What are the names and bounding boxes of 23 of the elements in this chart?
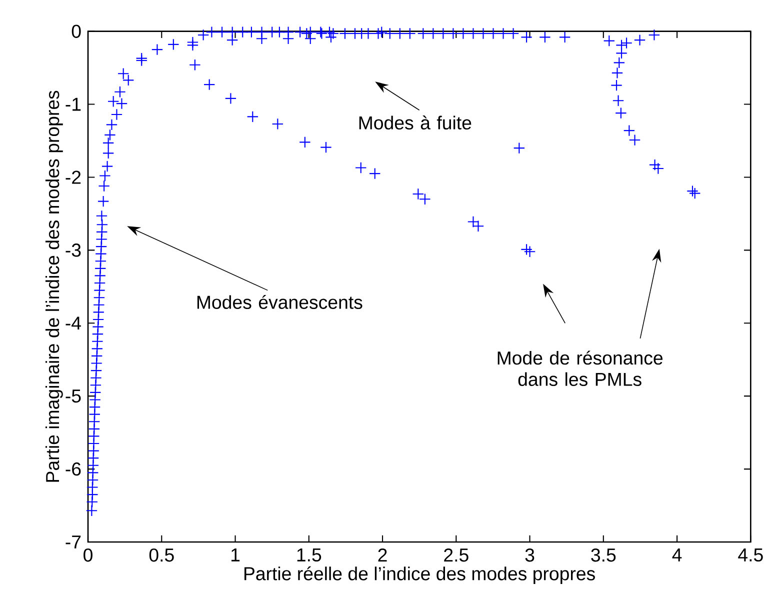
y-tick-label: -6 (66, 462, 81, 476)
x-tick-label: 3.5 (591, 548, 616, 562)
annotation: Mode de résonance dans les PMLs (498, 350, 663, 386)
annotation: Modes à fuite (359, 116, 472, 130)
x-tick-label: 1.5 (297, 548, 322, 562)
y-tick-label: -1 (66, 98, 81, 111)
x-tick-label: 2 (378, 548, 387, 562)
x-tick-label: 0.5 (149, 548, 174, 562)
y-tick-label: -7 (66, 536, 81, 548)
y-tick-label: -3 (66, 244, 81, 257)
x-axis-title: Partie réelle de l’indice des modes propres (244, 566, 595, 584)
x-tick-label: 2.5 (444, 548, 468, 562)
y-axis-title: Partie imaginaire de l’indice des modes propres (45, 90, 63, 482)
y-tick-label: -2 (66, 170, 81, 184)
x-tick-label: 1 (231, 548, 240, 562)
x-tick-label: 4.5 (738, 548, 763, 562)
x-tick-label: 0 (84, 548, 92, 562)
x-tick-label: 4 (672, 548, 682, 562)
y-tick-label: 0 (72, 24, 81, 38)
annotation: Modes évanescents (197, 295, 362, 309)
x-tick-label: 3 (525, 548, 534, 562)
y-tick-label: -4 (66, 316, 81, 330)
y-tick-label: -5 (66, 390, 81, 403)
